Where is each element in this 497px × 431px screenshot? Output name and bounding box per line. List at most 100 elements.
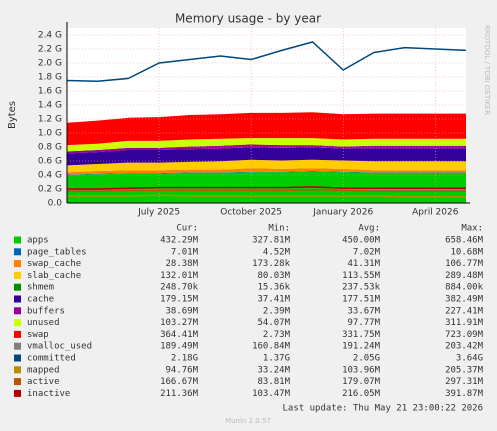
legend-stat: 103.47M: [252, 389, 291, 399]
legend-swatch: [14, 248, 21, 256]
legend-stat: 658.46M: [445, 236, 484, 246]
legend-label: cache: [27, 295, 54, 305]
legend-label: page_tables: [27, 247, 87, 257]
legend-label: apps: [27, 236, 49, 246]
legend-stat: 327.81M: [252, 236, 291, 246]
legend-stat: 297.31M: [445, 377, 484, 387]
legend-header: Max:: [461, 224, 483, 234]
legend-swatch: [14, 330, 21, 338]
legend-stat: 248.70k: [160, 283, 199, 293]
y-tick-label: 1.0 G: [38, 129, 62, 139]
legend-stat: 289.48M: [445, 271, 484, 281]
line: [67, 186, 466, 190]
legend-stat: 7.02M: [353, 247, 381, 257]
area: [67, 138, 466, 152]
legend-label: mapped: [27, 365, 60, 375]
legend-stat: 237.53k: [342, 283, 381, 293]
credit: Munin 2.0.57: [225, 417, 271, 425]
legend-stat: 166.67M: [160, 377, 199, 387]
legend-stat: 2.39M: [263, 306, 291, 316]
y-tick-label: 0.8 G: [38, 143, 62, 153]
legend-stat: 132.01M: [160, 271, 199, 281]
area: [67, 159, 466, 166]
legend-stat: 191.24M: [342, 342, 381, 352]
legend-stat: 1.37G: [263, 354, 290, 364]
legend-swatch: [14, 378, 21, 386]
legend-stat: 179.07M: [342, 377, 381, 387]
legend-stat: 450.00M: [342, 236, 381, 246]
line: [67, 188, 466, 192]
legend-stat: 723.09M: [445, 330, 484, 340]
line: [66, 41, 467, 82]
area: [67, 171, 466, 175]
legend-stat: 33.67M: [347, 306, 380, 316]
legend-swatch: [14, 389, 21, 397]
legend-stat: 38.69M: [165, 306, 198, 316]
legend-stat: 94.76M: [165, 365, 198, 375]
x-tick-label: April 2026: [412, 208, 459, 218]
legend-stat: 7.01M: [171, 247, 199, 257]
legend-stat: 179.15M: [160, 295, 199, 305]
area: [67, 144, 466, 154]
legend-stat: 83.81M: [257, 377, 290, 387]
legend-stat: 33.24M: [257, 365, 290, 375]
legend-label: buffers: [27, 306, 65, 316]
chart-title: Memory usage - by year: [175, 12, 321, 26]
legend-header: Min:: [268, 224, 290, 234]
line: [67, 194, 466, 198]
legend-stat: 205.37M: [445, 365, 484, 375]
side-note: RRDTOOL / TOBI OETIKER: [483, 25, 491, 115]
legend-stat: 103.96M: [342, 365, 381, 375]
legend-swatch: [14, 342, 21, 350]
x-tick-label: July 2025: [137, 208, 180, 218]
legend-stat: 28.38M: [165, 259, 198, 269]
area: [67, 168, 466, 175]
legend-stat: 173.28k: [252, 259, 291, 269]
y-tick-label: 0.4 G: [38, 171, 62, 181]
legend-stat: 2.73M: [263, 330, 291, 340]
legend-stat: 2.18G: [171, 354, 198, 364]
legend-stat: 177.51M: [342, 295, 381, 305]
y-tick-label: 0.6 G: [38, 157, 62, 167]
legend-stat: 54.07M: [257, 318, 290, 328]
legend-label: active: [27, 377, 60, 387]
y-tick-label: 0.0: [48, 199, 63, 209]
y-tick-label: 0.2 G: [38, 185, 62, 195]
legend-stat: 331.75M: [342, 330, 381, 340]
legend-stat: 3.64G: [456, 354, 483, 364]
legend-label: committed: [27, 354, 76, 364]
legend-stat: 4.52M: [263, 247, 291, 257]
legend-label: swap_cache: [27, 259, 81, 269]
legend-swatch: [14, 366, 21, 374]
legend-stat: 203.42M: [445, 342, 484, 352]
y-tick-label: 2.4 G: [38, 31, 62, 41]
legend-header: Cur:: [176, 224, 198, 234]
legend-stat: 211.36M: [160, 389, 199, 399]
legend-stat: 10.68M: [450, 247, 483, 257]
legend-swatch: [14, 283, 21, 291]
y-tick-label: 1.4 G: [38, 101, 62, 111]
legend-stat: 364.41M: [160, 330, 199, 340]
legend-stat: 80.03M: [257, 271, 290, 281]
x-tick-label: January 2026: [312, 208, 373, 218]
legend-stat: 113.55M: [342, 271, 381, 281]
legend-swatch: [14, 236, 21, 244]
legend-swatch: [14, 271, 21, 279]
legend-stat: 227.41M: [445, 306, 484, 316]
legend-stat: 2.05G: [353, 354, 380, 364]
legend-swatch: [14, 354, 21, 362]
legend-stat: 97.77M: [347, 318, 380, 328]
y-tick-label: 1.8 G: [38, 73, 62, 83]
y-tick-label: 1.2 G: [38, 115, 62, 125]
legend-label: vmalloc_used: [27, 342, 92, 352]
legend-stat: 41.31M: [347, 259, 380, 269]
y-tick-label: 1.6 G: [38, 87, 62, 97]
legend-label: unused: [27, 318, 60, 328]
legend-header: Avg:: [358, 224, 380, 234]
legend-stat: 216.05M: [342, 389, 381, 399]
legend-stat: 382.49M: [445, 295, 484, 305]
y-tick-label: 2.0 G: [38, 59, 62, 69]
legend-label: shmem: [27, 283, 54, 293]
x-tick-label: October 2025: [220, 208, 282, 218]
legend-stat: 160.84M: [252, 342, 291, 352]
